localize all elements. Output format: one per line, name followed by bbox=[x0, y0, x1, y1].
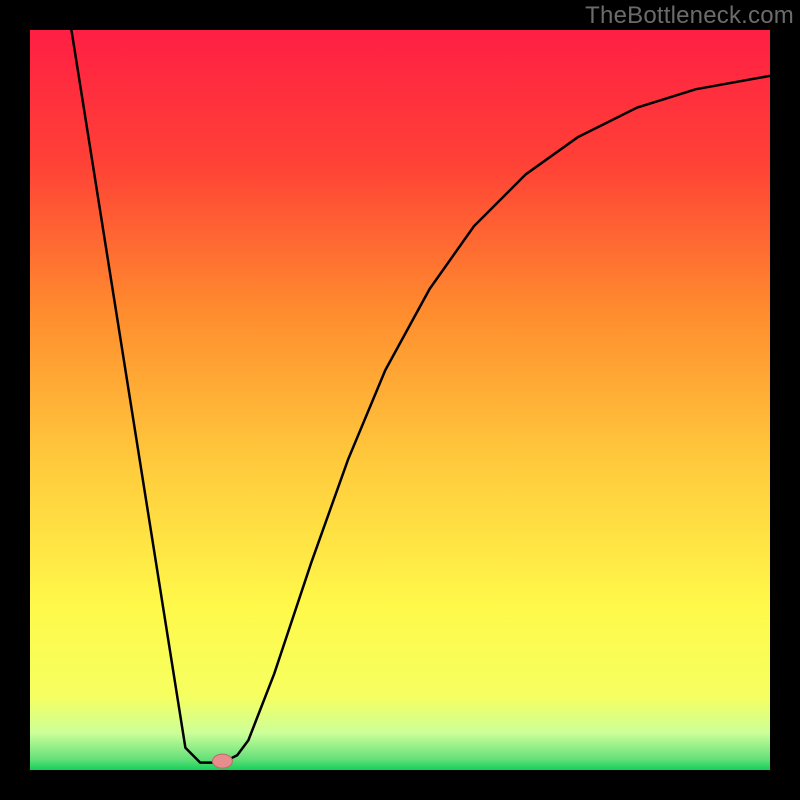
watermark-text: TheBottleneck.com bbox=[585, 2, 794, 30]
gradient-background bbox=[30, 30, 770, 770]
chart-svg bbox=[0, 0, 800, 800]
frame-bottom bbox=[0, 770, 800, 800]
minimum-marker bbox=[212, 754, 232, 768]
frame-right bbox=[770, 0, 800, 800]
frame-left bbox=[0, 0, 30, 800]
chart-container: TheBottleneck.com bbox=[0, 0, 800, 800]
